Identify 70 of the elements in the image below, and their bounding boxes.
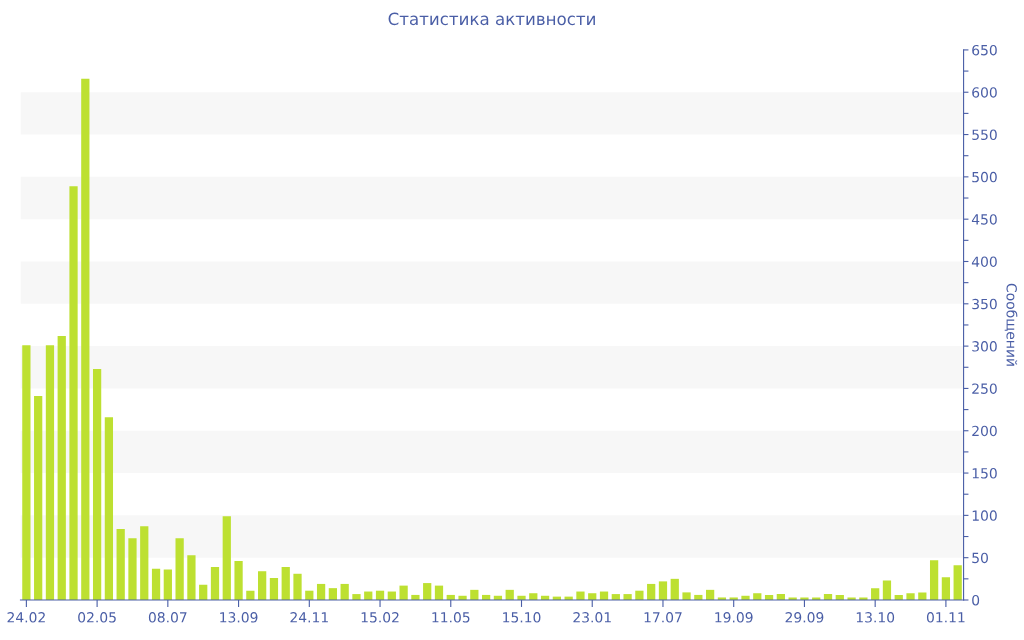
x-tick-label: 11.05 <box>432 612 470 623</box>
bar <box>293 573 302 600</box>
bar <box>45 345 55 600</box>
x-tick-label: 01.11 <box>926 612 965 623</box>
y-axis-title: Сообщений <box>1004 283 1018 366</box>
x-tick-label: 19.09 <box>715 612 753 623</box>
bar <box>328 588 338 600</box>
bar <box>116 528 125 600</box>
x-tick-label: 24.11 <box>290 612 328 623</box>
y-tick-label: 500 <box>972 171 997 183</box>
bar <box>92 368 102 600</box>
y-tick-label: 650 <box>972 44 997 56</box>
bar <box>163 569 172 600</box>
y-tick-label: 100 <box>972 510 997 521</box>
bar <box>210 567 220 600</box>
y-tick-label: 600 <box>972 87 997 98</box>
x-tick-label: 02.05 <box>78 612 116 623</box>
bar <box>140 526 149 600</box>
x-tick-label: 24.02 <box>7 612 45 623</box>
bar <box>929 560 939 600</box>
x-tick-label: 13.10 <box>856 612 895 623</box>
bar <box>340 583 349 600</box>
bar <box>576 591 585 600</box>
y-tick-label: 150 <box>972 468 997 479</box>
bar <box>128 538 137 600</box>
y-tick-label: 400 <box>971 256 997 267</box>
y-tick-label: 50 <box>972 552 988 564</box>
bar <box>281 567 290 600</box>
bar <box>69 186 78 600</box>
bar <box>871 588 880 600</box>
bar <box>399 585 408 600</box>
chart-title: Статистика активности <box>388 12 595 26</box>
bar <box>647 583 656 600</box>
bar <box>352 594 361 600</box>
x-tick-label: 23.01 <box>573 612 611 623</box>
bar <box>269 578 279 600</box>
bar <box>258 571 267 600</box>
bar <box>682 592 691 600</box>
bar <box>316 583 326 600</box>
bar <box>187 555 196 600</box>
x-tick-label: 29.09 <box>785 612 824 623</box>
bar <box>658 581 668 600</box>
y-tick-label: 250 <box>972 383 997 394</box>
y-tick-label: 350 <box>972 298 997 310</box>
bar <box>906 593 915 600</box>
bar <box>175 538 184 600</box>
bar <box>234 561 243 600</box>
y-tick-label: 550 <box>972 129 997 141</box>
bar <box>22 345 31 600</box>
y-tick-label: 200 <box>972 425 997 437</box>
bar <box>81 78 90 600</box>
bar <box>151 568 161 600</box>
bar <box>635 590 644 600</box>
bar <box>104 417 114 600</box>
x-tick-label: 15.02 <box>361 612 399 623</box>
x-tick-label: 17.07 <box>644 612 682 623</box>
bar <box>670 578 679 600</box>
bar <box>941 577 951 600</box>
bar <box>953 565 962 600</box>
x-tick-label: 15.10 <box>503 612 541 623</box>
y-tick-label: 0 <box>972 594 980 606</box>
bar <box>623 594 632 600</box>
bar <box>423 583 432 600</box>
y-tick-label: 450 <box>971 214 997 225</box>
y-tick-label: 300 <box>972 341 997 352</box>
bar <box>222 516 231 600</box>
bar <box>57 335 66 600</box>
x-tick-label: 13.09 <box>220 612 258 623</box>
bar <box>34 396 43 600</box>
x-tick-label: 08.07 <box>148 612 187 623</box>
